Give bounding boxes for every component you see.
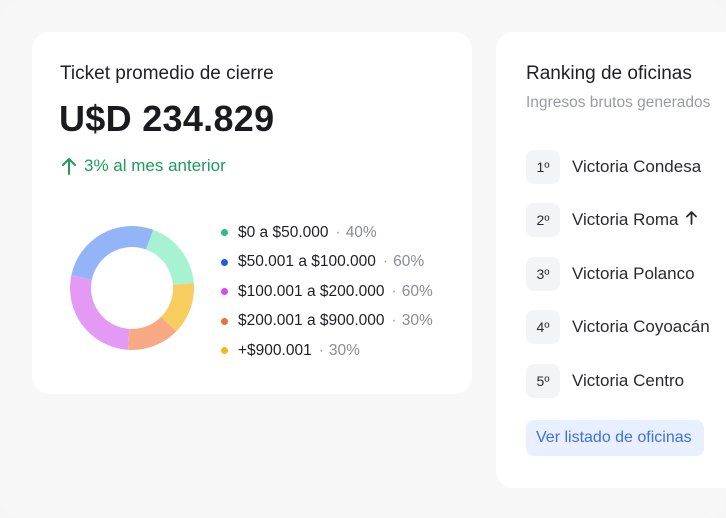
office-name-text: Victoria Condesa (572, 156, 702, 176)
ranking-item: 4º Victoria Coyoacán (526, 301, 710, 355)
legend-separator: · (318, 341, 324, 359)
legend-dot (221, 347, 228, 355)
legend-item: $0 a $50.000 · 40% (221, 218, 433, 248)
rank-badge: 4º (526, 310, 560, 345)
donut-slice (146, 229, 194, 285)
office-name: Victoria Coyoacán (572, 317, 710, 337)
rank-badge: 3º (526, 256, 560, 291)
legend-range: $50.001 a $100.000 (238, 253, 376, 271)
ticket-card: Ticket promedio de cierre U$D 234.829 3%… (32, 32, 472, 394)
legend-range: $200.001 a $900.000 (238, 312, 385, 330)
arrow-up-icon (686, 210, 698, 230)
office-name-text: Victoria Polanco (572, 263, 695, 283)
ticket-delta: 3% al mes anterior (62, 156, 226, 176)
legend-separator: · (382, 253, 389, 271)
ranking-title: Ranking de oficinas (526, 63, 692, 84)
legend-item: $50.001 a $100.000 · 60% (221, 248, 433, 278)
office-name: Victoria Polanco (572, 264, 695, 284)
office-name-text: Victoria Coyoacán (572, 317, 710, 337)
office-name-text: Victoria Roma (572, 210, 679, 230)
office-name-text: Victoria Centro (572, 370, 685, 390)
legend-item: $100.001 a $200.000 · 60% (221, 277, 433, 307)
office-name: Victoria Roma (572, 210, 698, 230)
donut-slice (71, 226, 154, 280)
ranking-item: 2º Victoria Roma (526, 194, 710, 248)
ranking-card: Ranking de oficinas Ingresos brutos gene… (496, 32, 726, 488)
legend-percent: 60% (401, 282, 433, 300)
ranking-item: 3º Victoria Polanco (526, 247, 710, 301)
ticket-delta-text: 3% al mes anterior (84, 156, 226, 175)
office-name: Victoria Centro (572, 371, 684, 391)
legend-range: $100.001 a $200.000 (238, 282, 385, 300)
rank-badge: 1º (526, 149, 560, 184)
legend-dot (221, 229, 228, 237)
legend-item: $200.001 a $900.000 · 30% (221, 307, 433, 337)
legend-percent: 30% (328, 341, 360, 359)
legend-dot (221, 258, 228, 266)
legend-separator: · (391, 312, 397, 330)
ticket-value: U$D 234.829 (59, 98, 275, 139)
legend-separator: · (391, 282, 397, 300)
ticket-title: Ticket promedio de cierre (60, 63, 274, 84)
legend-separator: · (335, 223, 341, 241)
ranking-list: 1º Victoria Condesa 2º Victoria Roma 3º Victo… (526, 140, 710, 408)
rank-badge: 2º (526, 203, 560, 238)
office-name: Victoria Condesa (572, 157, 701, 177)
legend-percent: 60% (393, 253, 425, 271)
arrow-up-icon (62, 157, 76, 175)
ranking-subtitle: Ingresos brutos generados (526, 94, 711, 111)
legend-range: +$900.001 (238, 341, 312, 359)
legend-item: +$900.001 · 30% (221, 336, 433, 366)
ranking-item: 1º Victoria Condesa (526, 140, 710, 194)
legend-percent: 40% (345, 223, 377, 241)
donut-slice (128, 316, 177, 350)
legend-range: $0 a $50.000 (238, 223, 329, 241)
ranking-item: 5º Victoria Centro (526, 354, 710, 408)
chart-legend: $0 a $50.000 · 40% $50.001 a $100.000 · 60% $1… (221, 218, 433, 366)
donut-slice (161, 283, 194, 332)
ticket-donut-chart (70, 226, 194, 350)
donut-slice (70, 275, 130, 350)
legend-dot (221, 288, 228, 296)
view-offices-button[interactable]: Ver listado de oficinas (526, 420, 704, 456)
rank-badge: 5º (526, 363, 560, 398)
legend-dot (221, 317, 228, 325)
legend-percent: 30% (401, 312, 433, 330)
